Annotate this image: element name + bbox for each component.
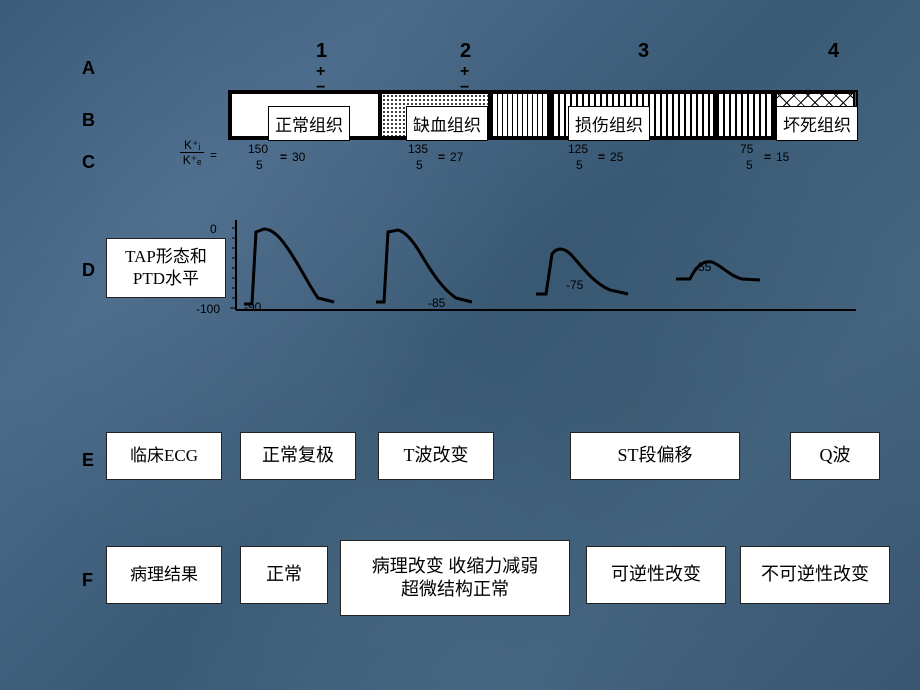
c-r27: 27 (450, 150, 463, 164)
c-r30: 30 (292, 150, 305, 164)
col-num-2: 2 (460, 40, 471, 63)
row-label-d: D (82, 260, 95, 281)
row-f-c1: 正常 (240, 546, 328, 604)
d-yn100: -100 (196, 302, 220, 316)
row-e-label: 临床ECG (106, 432, 222, 480)
k-ratio-eq: = (210, 148, 217, 162)
ap-curve-4 (676, 262, 760, 280)
k-ratio: K⁺ᵢ K⁺ₑ (180, 138, 204, 167)
c-r27-eq: = (438, 150, 445, 164)
tissue-transition-2 (715, 92, 775, 138)
c-v5c: 5 (576, 158, 583, 172)
k-ratio-num: K⁺ᵢ (180, 138, 204, 153)
tissue-label-normal: 正常组织 (268, 106, 350, 141)
tissue-label-ischemic: 缺血组织 (406, 106, 488, 141)
ap-chart (226, 210, 866, 320)
row-e-c4: Q波 (790, 432, 880, 480)
c-v5d: 5 (746, 158, 753, 172)
tissue-label-injury: 损伤组织 (568, 106, 650, 141)
row-f-c3: 可逆性改变 (586, 546, 726, 604)
polarity-plus-1: + (316, 64, 325, 80)
row-label-c: C (82, 152, 95, 173)
c-v75: 75 (740, 142, 753, 156)
c-r15-eq: = (764, 150, 771, 164)
row-e-c1: 正常复极 (240, 432, 356, 480)
d-p3: -75 (566, 278, 583, 292)
c-v135: 135 (408, 142, 428, 156)
col-num-4: 4 (828, 40, 839, 63)
c-r25: 25 (610, 150, 623, 164)
polarity-plus-2: + (460, 64, 469, 80)
d-p2: -85 (428, 296, 445, 310)
d-y0: 0 (210, 222, 217, 236)
tissue-label-necrosis: 坏死组织 (776, 106, 858, 141)
row-label-b: B (82, 110, 95, 131)
c-r15: 15 (776, 150, 789, 164)
row-e-c2: T波改变 (378, 432, 494, 480)
row-f-c2: 病理改变 收缩力减弱 超微结构正常 (340, 540, 570, 616)
col-num-1: 1 (316, 40, 327, 63)
c-v150: 150 (248, 142, 268, 156)
row-label-a: A (82, 58, 95, 79)
row-f-label: 病理结果 (106, 546, 222, 604)
row-label-e: E (82, 450, 94, 471)
d-p4: -55 (694, 260, 711, 274)
tissue-transition-1 (490, 92, 550, 138)
c-v125: 125 (568, 142, 588, 156)
ap-curve-2 (376, 230, 472, 302)
d-p1: -90 (244, 300, 261, 314)
row-label-f: F (82, 570, 93, 591)
ap-curve-1 (244, 229, 334, 304)
c-r30-eq: = (280, 150, 287, 164)
col-num-3: 3 (638, 40, 649, 63)
c-r25-eq: = (598, 150, 605, 164)
k-ratio-den: K⁺ₑ (180, 153, 204, 167)
c-v5b: 5 (416, 158, 423, 172)
row-f-c4: 不可逆性改变 (740, 546, 890, 604)
row-e-c3: ST段偏移 (570, 432, 740, 480)
row-d-label-box: TAP形态和 PTD水平 (106, 238, 226, 298)
c-v5a: 5 (256, 158, 263, 172)
